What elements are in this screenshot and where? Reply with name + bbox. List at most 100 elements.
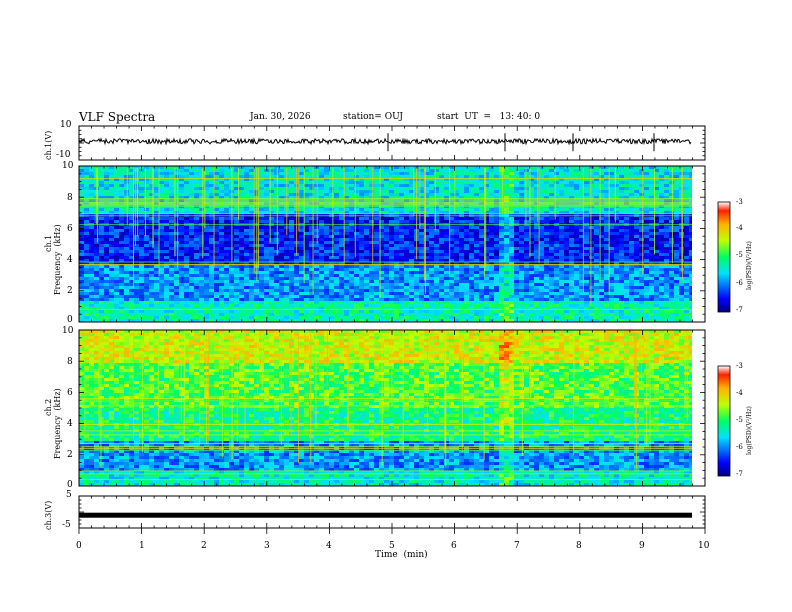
spectrogram-cell: [214, 238, 219, 241]
spectrogram-cell: [639, 193, 644, 196]
spectrogram-cell: [139, 241, 144, 244]
spectrogram-cell: [174, 166, 179, 169]
spectrogram-cell: [594, 175, 599, 178]
spectrogram-cell: [524, 277, 529, 280]
spectrogram-cell: [334, 250, 339, 253]
spectrogram-cell: [214, 274, 219, 277]
spectrogram-cell: [139, 178, 144, 181]
spectrogram-cell: [499, 244, 504, 247]
spectrogram-cell: [119, 247, 124, 250]
spectrogram-cell: [409, 280, 414, 283]
spectrogram-cell: [509, 184, 514, 187]
spectrogram-cell: [689, 199, 694, 202]
spectrogram-cell: [149, 178, 154, 181]
spectrogram-cell: [489, 217, 494, 220]
spectrogram-cell: [379, 220, 384, 223]
spectrogram-cell: [454, 184, 459, 187]
spectrogram-cell: [554, 250, 559, 253]
spectrogram-cell: [344, 178, 349, 181]
spectrogram-cell: [474, 256, 479, 259]
spectrogram-cell: [304, 193, 309, 196]
spectrogram-cell: [209, 235, 214, 238]
spectrogram-cell: [269, 241, 274, 244]
spectrogram-cell: [234, 175, 239, 178]
spectrogram-cell: [84, 262, 89, 265]
spectrogram-cell: [494, 226, 499, 229]
spectrogram-cell: [129, 241, 134, 244]
spectrogram-cell: [249, 184, 254, 187]
spectrogram-cell: [289, 190, 294, 193]
spectrogram-cell: [219, 190, 224, 193]
spectrogram-cell: [659, 169, 664, 172]
spectrogram-cell: [169, 283, 174, 286]
spectrogram-cell: [364, 241, 369, 244]
spectrogram-cell: [419, 274, 424, 277]
spectrogram-cell: [549, 253, 554, 256]
spectrogram-cell: [604, 190, 609, 193]
spectrogram-cell: [389, 175, 394, 178]
spectrogram-cell: [484, 235, 489, 238]
spectrogram-cell: [459, 232, 464, 235]
spectrogram-cell: [269, 199, 274, 202]
spectrogram-cell: [199, 274, 204, 277]
spectrogram-cell: [659, 268, 664, 271]
spectrogram-cell: [299, 247, 304, 250]
spectrogram-cell: [314, 217, 319, 220]
spectrogram-cell: [619, 211, 624, 214]
spectrogram-cell: [619, 199, 624, 202]
spectrogram-cell: [144, 226, 149, 229]
spectrogram-cell: [389, 274, 394, 277]
spectrogram-cell: [214, 193, 219, 196]
spectrogram-cell: [639, 274, 644, 277]
spectrogram-cell: [454, 175, 459, 178]
spectrogram-cell: [494, 238, 499, 241]
spectrogram-cell: [259, 280, 264, 283]
spectrogram-cell: [499, 226, 504, 229]
spectrogram-cell: [164, 277, 169, 280]
spectrogram-cell: [639, 199, 644, 202]
spectrogram-cell: [164, 226, 169, 229]
spectrogram-cell: [644, 271, 649, 274]
spectrogram-cell: [534, 226, 539, 229]
spectrogram-cell: [124, 238, 129, 241]
spectrogram-cell: [319, 187, 324, 190]
spectrogram-cell: [469, 277, 474, 280]
spectrogram-cell: [544, 265, 549, 268]
spectrogram-cell: [584, 190, 589, 193]
spectrogram-cell: [219, 187, 224, 190]
spectrogram-cell: [269, 268, 274, 271]
spectrogram-cell: [329, 169, 334, 172]
spectrogram-cell: [474, 193, 479, 196]
spectrogram-cell: [549, 271, 554, 274]
spectrogram-cell: [169, 193, 174, 196]
spectrogram-cell: [684, 193, 689, 196]
spectrogram-cell: [174, 274, 179, 277]
spectrogram-cell: [179, 226, 184, 229]
spectrogram-cell: [474, 175, 479, 178]
spectrogram-cell: [464, 265, 469, 268]
spectrogram-cell: [414, 277, 419, 280]
spectrogram-cell: [449, 259, 454, 262]
spectrogram-cell: [204, 199, 209, 202]
spectrogram-cell: [624, 253, 629, 256]
spectrogram-cell: [569, 226, 574, 229]
spectrogram-cell: [444, 271, 449, 274]
spectrogram-cell: [139, 199, 144, 202]
spectrogram-cell: [214, 199, 219, 202]
spectrogram-cell: [284, 244, 289, 247]
spectrogram-cell: [584, 172, 589, 175]
spectrogram-cell: [544, 166, 549, 169]
spectrogram-cell: [269, 211, 274, 214]
spectrogram-cell: [234, 265, 239, 268]
spectrogram-cell: [84, 193, 89, 196]
spectrogram-cell: [134, 211, 139, 214]
spectrogram-cell: [619, 196, 624, 199]
spectrogram-cell: [644, 244, 649, 247]
spectrogram-cell: [304, 220, 309, 223]
spectrogram-cell: [654, 265, 659, 268]
spectrogram-cell: [514, 217, 519, 220]
spectrogram-cell: [274, 244, 279, 247]
spectrogram-cell: [429, 262, 434, 265]
spectrogram-cell: [274, 166, 279, 169]
spectrogram-cell: [614, 199, 619, 202]
